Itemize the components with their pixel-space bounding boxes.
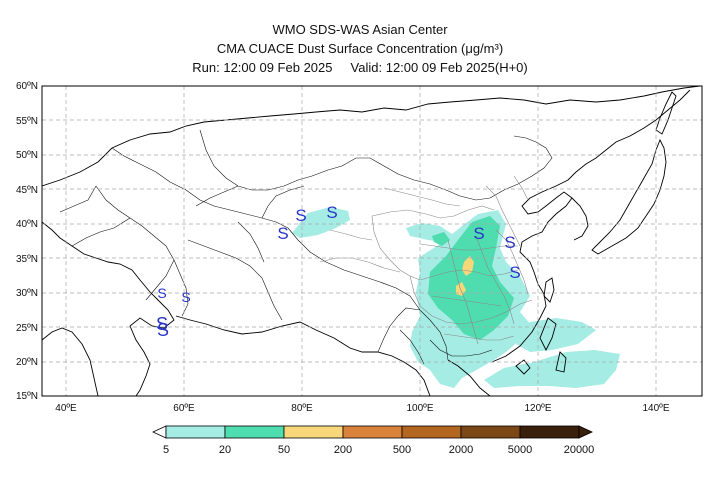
colorbar-bin — [224, 425, 285, 439]
colorbar-bin — [519, 425, 580, 439]
colorbar-over-triangle — [578, 425, 593, 439]
dust-storm-symbol: S — [295, 206, 306, 225]
lat-label: 55ºN — [16, 116, 38, 127]
lat-label: 35ºN — [16, 254, 38, 265]
lon-label: 140ºE — [642, 403, 669, 414]
colorbar-bin — [401, 425, 462, 439]
lon-label: 40ºE — [55, 403, 77, 414]
colorbar-label: 500 — [393, 444, 411, 456]
dust-storm-symbol: S — [326, 203, 337, 222]
dust-storm-symbol: S — [277, 224, 288, 243]
colorbar-bin — [342, 425, 403, 439]
longitude-labels: 40ºE 60ºE 80ºE 100ºE 120ºE 140ºE — [55, 403, 670, 414]
coastlines — [42, 86, 701, 396]
colorbar-label: 20000 — [564, 444, 595, 456]
lon-label: 120ºE — [524, 403, 551, 414]
province-borders — [319, 175, 533, 345]
dust-shading-50-200 — [456, 256, 474, 296]
lat-label: 20ºN — [16, 357, 38, 368]
colorbar-label: 50 — [278, 444, 290, 456]
dust-storm-symbol: S — [157, 285, 166, 301]
dust-symbols: SS SS SSS SSS — [156, 203, 521, 340]
lat-label: 40ºN — [16, 219, 38, 230]
title-product: CMA CUACE Dust Surface Concentration (μg… — [216, 41, 504, 56]
latitude-labels: 60ºN 55ºN 50ºN 45ºN 40ºN 35ºN 30ºN 25ºN … — [16, 81, 38, 402]
colorbar-under-triangle — [152, 425, 167, 439]
map-area: SS SS SSS SSS — [42, 86, 702, 396]
colorbar-label: 200 — [334, 444, 352, 456]
dust-storm-symbol: S — [473, 224, 484, 243]
colorbar-label: 5 — [163, 444, 169, 456]
graticule — [42, 86, 702, 396]
dust-storm-symbol: S — [157, 320, 169, 340]
colorbar-label: 20 — [219, 444, 231, 456]
lat-label: 45ºN — [16, 185, 38, 196]
lat-label: 25ºN — [16, 323, 38, 334]
colorbar-bin — [460, 425, 521, 439]
title-center: WMO SDS-WAS Asian Center — [272, 22, 448, 37]
dust-storm-symbol: S — [181, 289, 190, 305]
colorbar-bin — [165, 425, 226, 439]
colorbar-label: 5000 — [508, 444, 532, 456]
dust-storm-symbol: S — [504, 233, 515, 252]
map-frame — [41, 85, 703, 397]
dust-storm-symbol: S — [509, 263, 520, 282]
lon-label: 100ºE — [406, 403, 433, 414]
dust-storm-symbol: S — [156, 314, 168, 334]
lat-label: 60ºN — [16, 81, 38, 92]
colorbar-label: 2000 — [449, 444, 473, 456]
dust-shading-20-50 — [428, 216, 514, 340]
lat-label: 30ºN — [16, 288, 38, 299]
lon-label: 60ºE — [173, 403, 195, 414]
lon-label: 80ºE — [291, 403, 313, 414]
colorbar: 5 20 50 200 500 2000 5000 20000 — [152, 425, 595, 456]
lat-label: 50ºN — [16, 150, 38, 161]
colorbar-bin — [283, 425, 344, 439]
title-run-valid: Run: 12:00 09 Feb 2025 Valid: 12:00 09 F… — [192, 60, 528, 75]
lat-label: 15ºN — [16, 391, 38, 402]
